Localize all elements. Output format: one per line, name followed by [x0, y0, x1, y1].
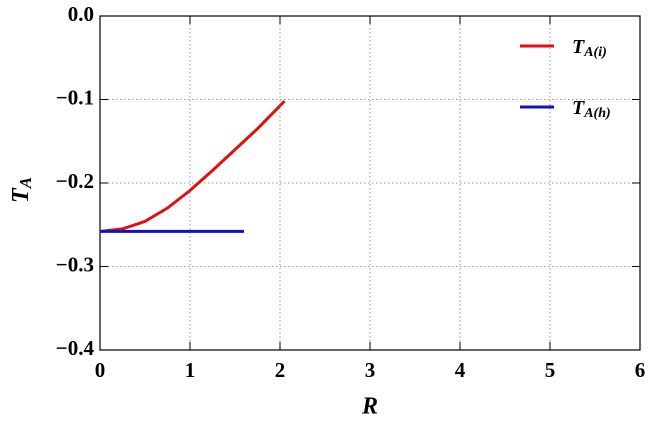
y-tick-label: −0.4	[56, 336, 95, 360]
legend-label: TA(h)	[572, 97, 611, 122]
x-tick-label: 6	[635, 358, 646, 382]
y-tick-label: −0.1	[56, 85, 94, 109]
x-tick-label: 3	[365, 358, 376, 382]
y-tick-label: −0.3	[56, 252, 94, 276]
y-tick-label: 0.0	[68, 2, 94, 26]
y-axis-label: TA	[8, 177, 35, 203]
x-tick-label: 2	[275, 358, 286, 382]
x-tick-label: 5	[545, 358, 556, 382]
x-axis-label: R	[361, 394, 378, 420]
x-tick-label: 4	[455, 358, 466, 382]
x-tick-label: 0	[95, 358, 106, 382]
plot-frame	[99, 15, 641, 351]
data-line	[99, 100, 286, 233]
y-tick-label: −0.2	[56, 169, 94, 193]
x-tick-label: 1	[185, 358, 196, 382]
legend-label: TA(i)	[572, 36, 607, 61]
